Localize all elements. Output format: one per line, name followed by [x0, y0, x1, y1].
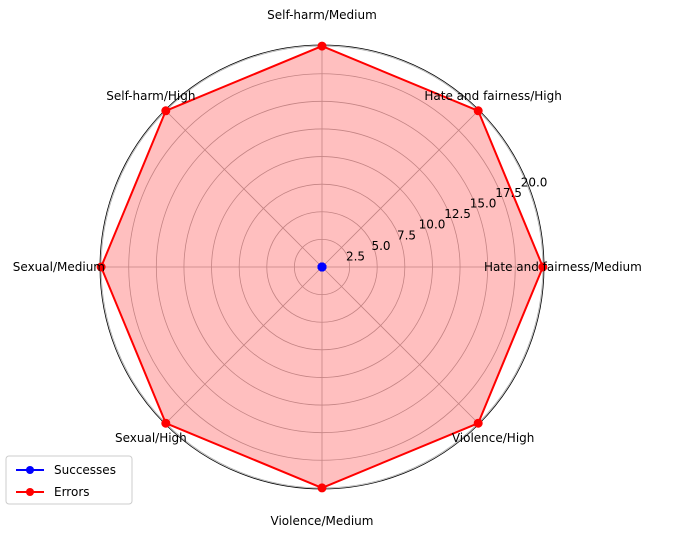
legend-marker	[26, 488, 34, 496]
category-label: Violence/High	[452, 431, 535, 445]
category-label: Violence/Medium	[271, 514, 374, 528]
grid-circle	[238, 183, 406, 351]
legend-label: Successes	[54, 463, 116, 477]
radial-tick-label: 17.5	[495, 186, 522, 200]
category-label: Self-harm/High	[106, 89, 195, 103]
radial-tick-label: 2.5	[346, 249, 365, 263]
radial-tick-label: 5.0	[371, 239, 390, 253]
spoke-gridline	[164, 109, 323, 268]
data-point-errors	[161, 106, 171, 116]
grid-circle	[293, 238, 351, 296]
grid-circle	[183, 128, 461, 406]
data-point-errors	[538, 262, 548, 272]
grid-circle	[211, 156, 433, 378]
spoke-gridline	[164, 266, 323, 425]
grid-circle	[155, 100, 489, 434]
grid-circle	[128, 73, 516, 461]
spoke-gridline	[321, 266, 480, 425]
category-label: Sexual/High	[115, 431, 187, 445]
spoke-gridline	[321, 109, 480, 268]
data-point-errors	[96, 262, 106, 272]
category-label: Self-harm/Medium	[267, 8, 377, 22]
legend-marker	[26, 466, 34, 474]
data-layer	[96, 41, 548, 493]
label-layer: 2.5 5.0 7.510.012.515.017.520.0 Hate and fa…	[13, 8, 642, 528]
data-point-errors	[473, 106, 483, 116]
category-label: Hate and fairness/High	[424, 89, 561, 103]
radial-tick-label: 15.0	[470, 197, 497, 211]
legend: Successes Errors	[5, 455, 133, 505]
legend-label: Errors	[54, 485, 90, 499]
data-point-errors	[161, 418, 171, 428]
data-point-successes	[317, 262, 327, 272]
category-label: Hate and fairness/Medium	[484, 260, 642, 274]
radial-tick-label: 12.5	[444, 207, 471, 221]
radial-tick-label: 7.5	[397, 228, 416, 242]
category-label: Sexual/Medium	[13, 260, 105, 274]
radial-tick-label: 20.0	[521, 175, 548, 189]
data-point-errors	[473, 418, 483, 428]
data-point-errors	[317, 483, 327, 493]
data-point-errors	[317, 41, 327, 51]
radial-tick-label: 10.0	[419, 218, 446, 232]
grid-circle	[266, 211, 378, 323]
